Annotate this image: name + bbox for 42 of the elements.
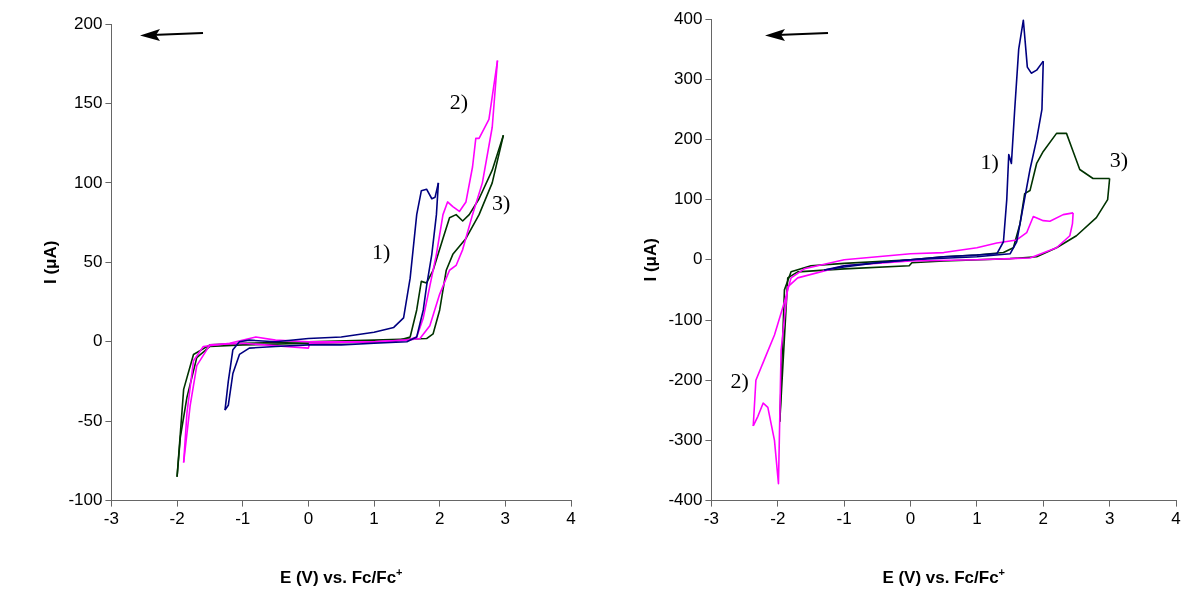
- y-tick-label: -50: [77, 410, 103, 430]
- y-tick-label: 200: [74, 13, 103, 33]
- y-tick-label: 150: [74, 93, 103, 113]
- x-tick-label: 4: [1171, 509, 1181, 529]
- x-axis-title: E (V) vs. Fc/Fc+: [279, 566, 403, 587]
- x-tick-label: 3: [1104, 509, 1115, 529]
- x-tick-label: -1: [836, 509, 852, 529]
- x-tick-label: 0: [905, 509, 916, 529]
- x-tick-label: -2: [770, 509, 786, 529]
- y-axis-title: I (μA): [640, 238, 660, 282]
- y-tick-label: -100: [668, 309, 703, 329]
- y-tick-label: 300: [674, 68, 703, 88]
- y-tick-label: 400: [674, 8, 703, 28]
- x-tick-label: 2: [1038, 509, 1048, 529]
- y-tick-label: -400: [668, 490, 703, 510]
- x-tick-label: 3: [500, 509, 511, 529]
- y-tick-label: -200: [668, 369, 703, 389]
- x-tick-label: 1: [369, 509, 379, 529]
- y-tick-label: -300: [668, 430, 703, 450]
- y-tick-label: 50: [83, 251, 103, 271]
- x-tick-label: -3: [103, 509, 119, 529]
- y-tick-label: 100: [674, 189, 703, 209]
- annotation: 3): [491, 189, 511, 215]
- y-tick-label: 200: [674, 129, 703, 149]
- y-tick-label: 0: [92, 331, 103, 351]
- annotation: 1): [980, 149, 999, 175]
- y-tick-label: 100: [74, 172, 103, 192]
- y-tick-label: 0: [692, 249, 703, 269]
- x-tick-label: 1: [972, 509, 982, 529]
- x-tick-label: 2: [434, 509, 445, 529]
- x-tick-label: 4: [566, 509, 576, 529]
- annotation: 2): [449, 88, 469, 114]
- x-tick-label: -2: [169, 509, 185, 529]
- x-tick-label: -3: [703, 509, 719, 529]
- annotation: 1): [372, 238, 391, 264]
- x-axis-title: E (V) vs. Fc/Fc+: [882, 566, 1006, 587]
- x-tick-label: 0: [303, 509, 314, 529]
- y-axis-title: I (μA): [40, 240, 60, 285]
- y-tick-label: -100: [68, 490, 103, 510]
- annotation: 2): [730, 367, 749, 393]
- annotation: 3): [1109, 147, 1129, 173]
- x-tick-label: -1: [235, 509, 251, 529]
